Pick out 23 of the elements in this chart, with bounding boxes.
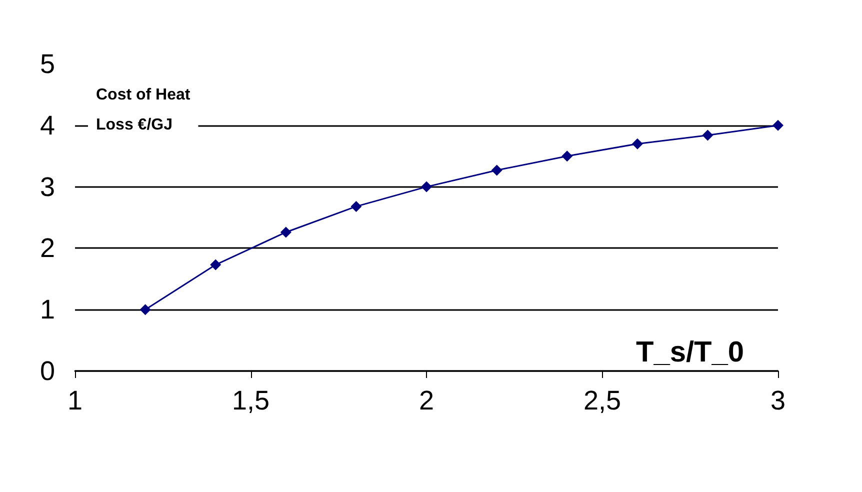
point [772,120,784,131]
point [702,130,714,141]
point [280,226,292,238]
x-tick-label: 1 [67,386,83,416]
y-tick-label: 3 [40,172,55,202]
y-tick-label: 5 [40,49,55,79]
point [562,150,573,162]
point [140,304,151,316]
x-tick-label: 2 [418,386,434,416]
point [491,164,502,176]
y-axis-title: Cost of Heat Loss €/GJ [96,86,191,134]
x-axis-title: T_s/T_0 [636,336,744,368]
point [210,259,222,270]
point [421,181,432,192]
y-tick-label: 2 [40,233,55,264]
y-tick-label: 0 [40,356,55,386]
y-tick-label: 1 [40,294,55,325]
x-tick-label: 2,5 [583,386,622,416]
x-tick-label: 3 [770,386,786,416]
point [632,138,643,150]
point [350,200,362,212]
x-tick-label: 1,5 [232,386,270,416]
y-tick-label: 4 [40,110,55,140]
